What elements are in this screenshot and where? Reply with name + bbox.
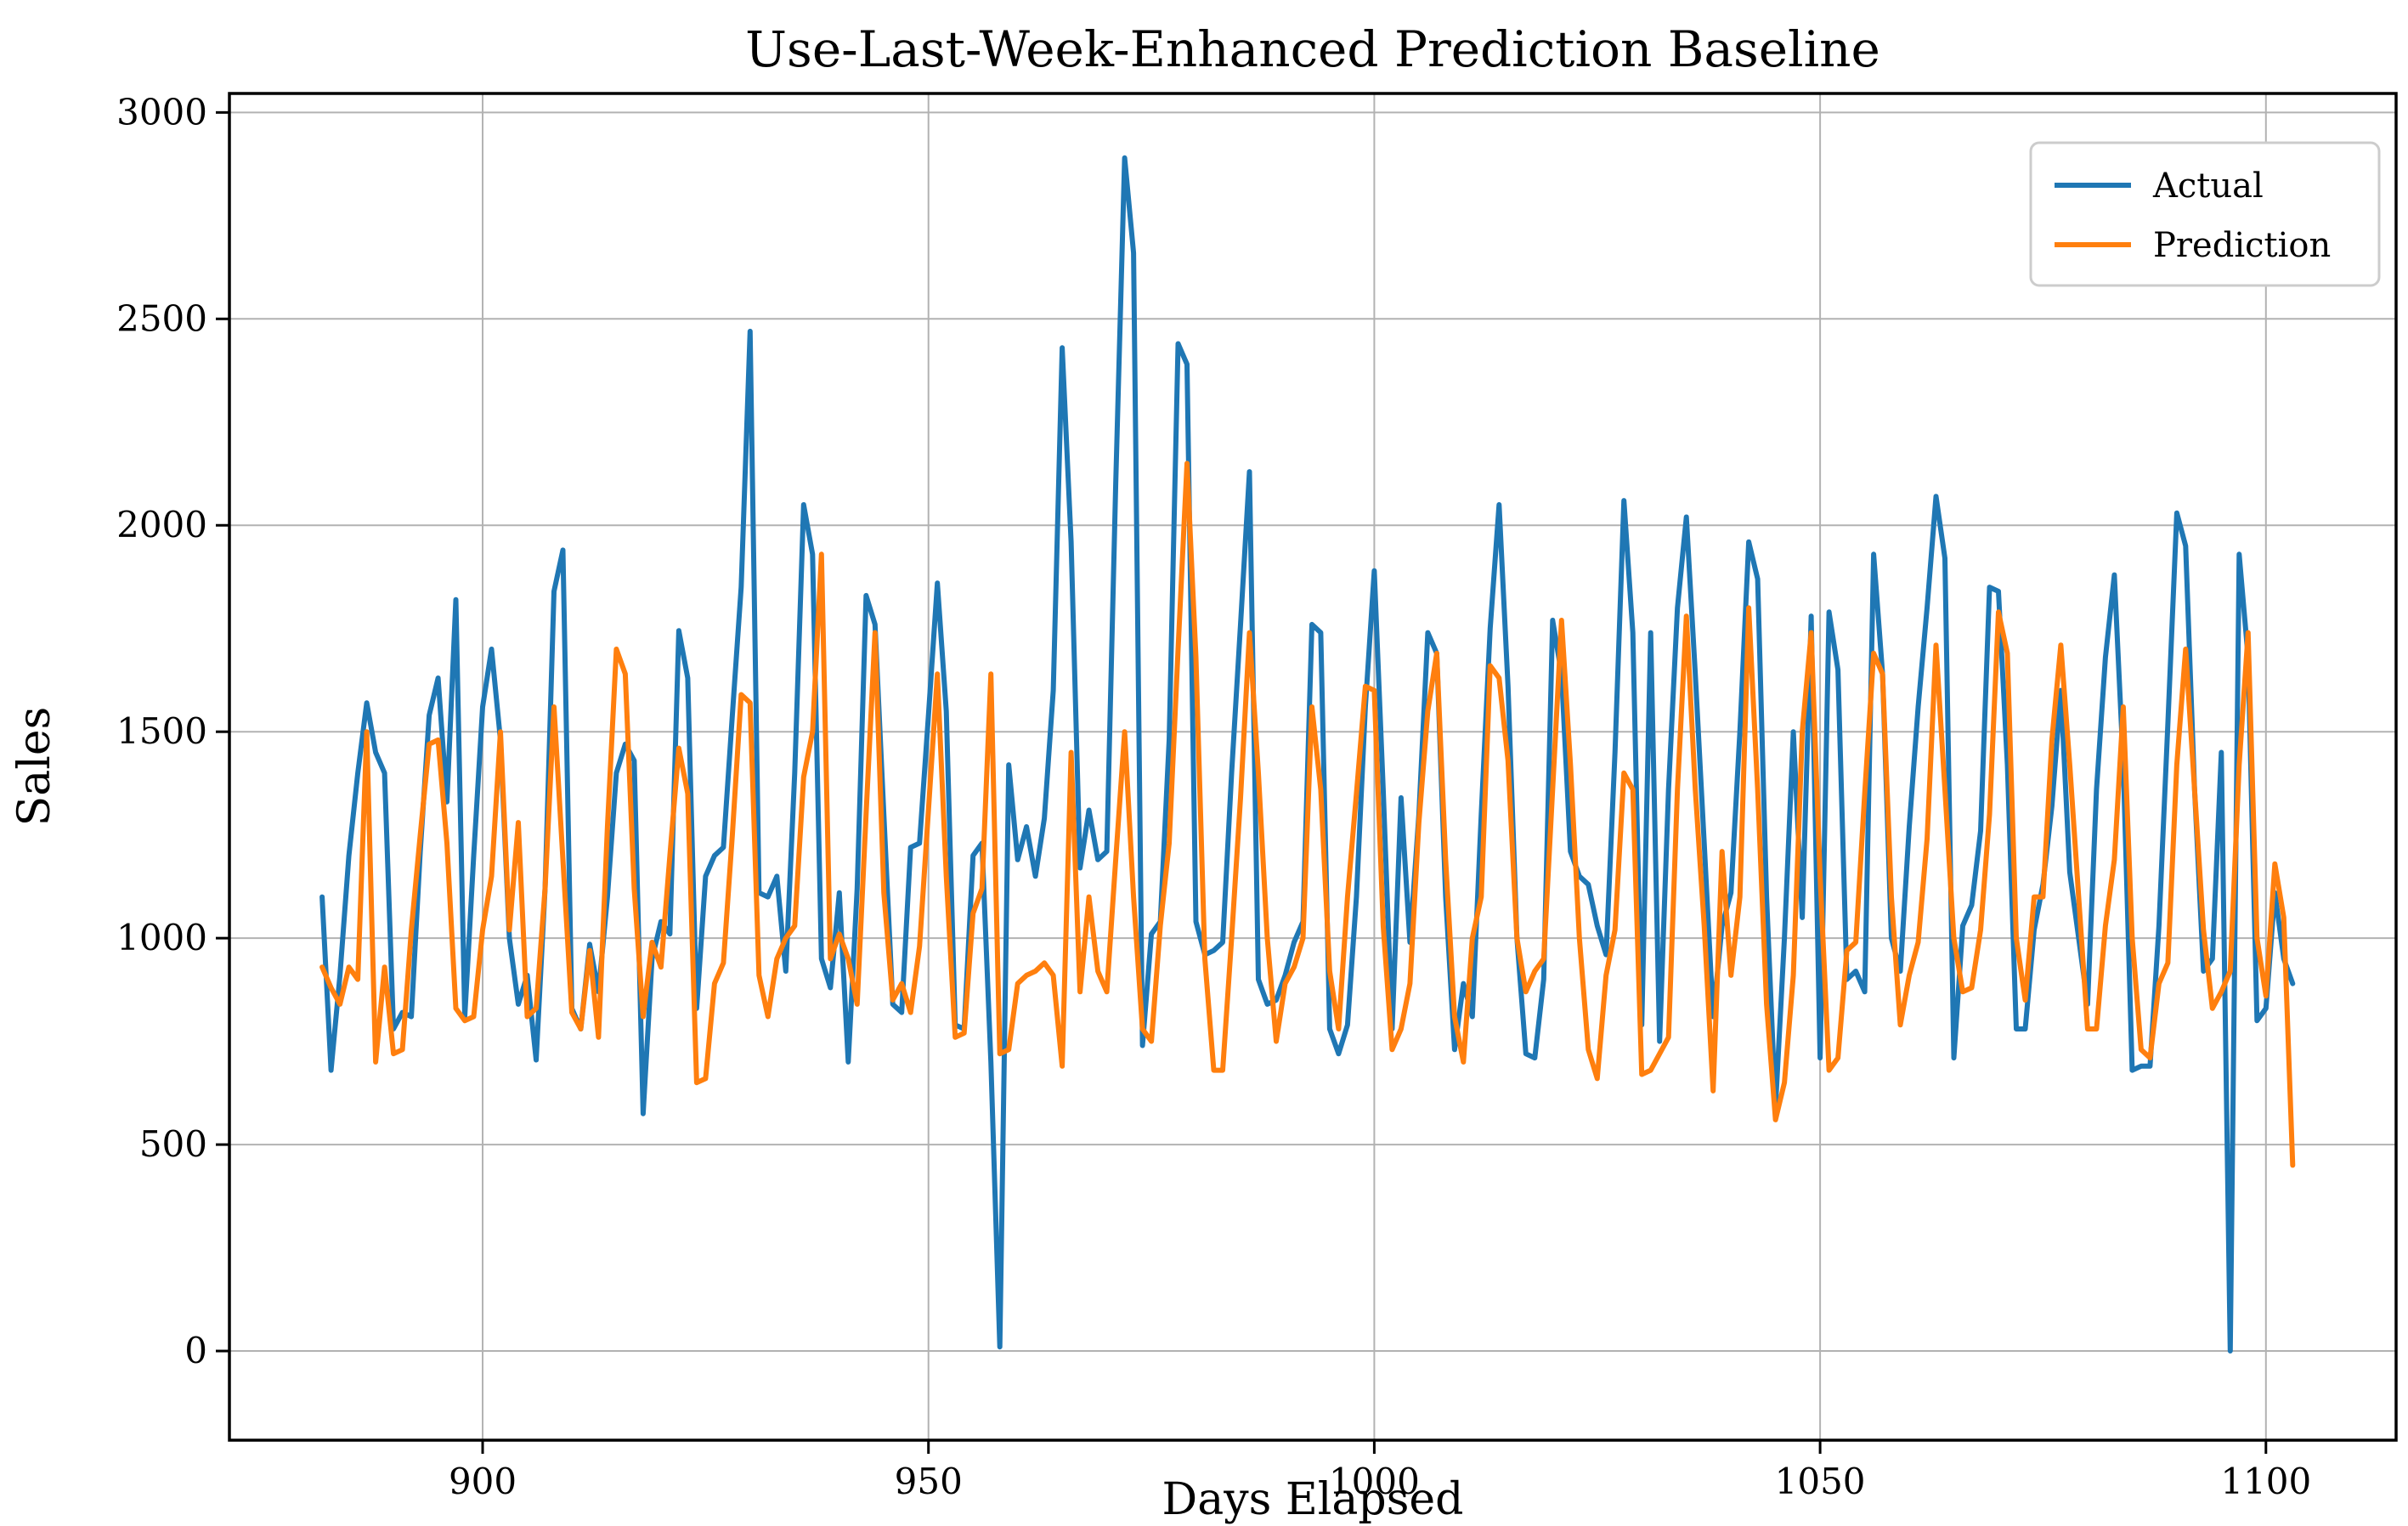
series-line-prediction: [319, 461, 2296, 1168]
y-tick-label-1500: 1500: [116, 710, 207, 752]
x-tick-label-900: 900: [449, 1461, 517, 1502]
legend-item-actual: Actual: [2152, 167, 2264, 206]
x-tick-label-1000: 1000: [1329, 1461, 1420, 1502]
plot-area: [228, 92, 2398, 1442]
legend-box: [2029, 141, 2381, 287]
x-tick-label-1050: 1050: [1775, 1461, 1866, 1502]
y-tick-label-2000: 2000: [116, 504, 207, 545]
y-tick-label-0: 0: [184, 1330, 207, 1371]
series-layer: [319, 155, 2296, 1354]
x-axis-label: Days Elapsed: [1162, 1474, 1464, 1525]
legend-item-prediction: Prediction: [2153, 226, 2331, 265]
axis-layer: 900 950 1000 1050 1100 0 500 1000 1500 2000 2500 30…: [116, 91, 2311, 1502]
chart-title: Use-Last-Week-Enhanced Prediction Baseli…: [745, 20, 1880, 78]
y-tick-label-500: 500: [139, 1123, 207, 1165]
y-axis-label: Sales: [9, 707, 60, 827]
x-tick-label-950: 950: [895, 1461, 963, 1502]
series-line-actual: [319, 155, 2296, 1354]
y-tick-label-2500: 2500: [116, 297, 207, 339]
y-tick-label-1000: 1000: [116, 917, 207, 958]
y-tick-label-3000: 3000: [116, 91, 207, 133]
legend: Actual Prediction: [2029, 141, 2381, 287]
x-tick-label-1100: 1100: [2220, 1461, 2311, 1502]
